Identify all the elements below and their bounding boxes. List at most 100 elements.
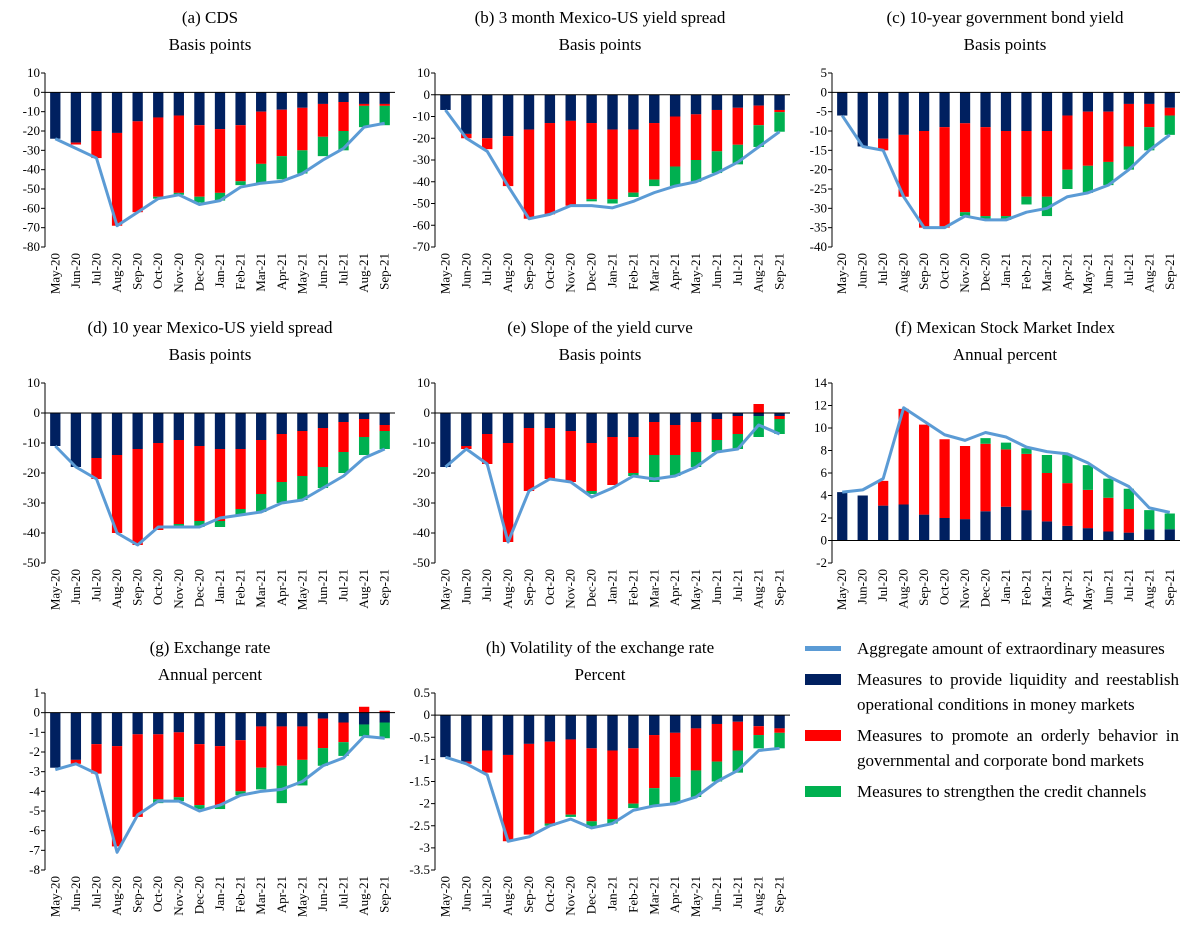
bar	[379, 722, 390, 739]
bar	[379, 431, 390, 449]
bar	[338, 131, 349, 151]
bar	[544, 413, 556, 428]
bar	[565, 94, 576, 121]
x-tick-label: Feb-21	[1018, 569, 1033, 606]
bar	[649, 455, 660, 482]
x-tick-label: Aug-21	[1141, 569, 1156, 609]
x-tick-label: Dec-20	[584, 253, 599, 291]
bar	[1164, 513, 1175, 530]
y-tick-label: 10	[417, 65, 430, 80]
bar	[256, 163, 267, 184]
x-tick-label: May-21	[294, 253, 309, 294]
bar	[358, 92, 370, 104]
x-tick-label: Jun-21	[1100, 569, 1115, 604]
y-tick-label: 1	[34, 685, 41, 700]
x-tick-label: Sep-20	[130, 253, 145, 290]
bar	[690, 422, 702, 452]
legend-label: Measures to strengthen the credit channe…	[857, 782, 1147, 801]
bar	[111, 92, 123, 133]
x-tick-label: May-21	[294, 876, 309, 917]
x-tick-label: Apr-21	[667, 253, 682, 290]
bar	[732, 434, 744, 449]
bar	[502, 136, 514, 187]
x-tick-label: Nov-20	[563, 253, 578, 293]
bar	[1000, 216, 1012, 220]
bar	[481, 138, 493, 150]
x-tick-label: Mar-21	[253, 253, 268, 292]
bar	[1123, 488, 1134, 509]
x-tick-label: Apr-21	[667, 876, 682, 913]
bar	[837, 492, 848, 541]
bar	[235, 181, 246, 186]
bar	[1082, 489, 1093, 529]
x-tick-label: Oct-20	[542, 876, 557, 912]
x-tick-label: May-20	[437, 876, 452, 917]
y-tick-label: -50	[413, 555, 430, 570]
bar	[173, 92, 184, 116]
x-tick-label: Aug-21	[356, 876, 371, 916]
bar	[256, 111, 267, 164]
bar	[628, 748, 639, 804]
chart-subtitle: Basis points	[559, 345, 642, 364]
x-tick-label: Oct-20	[937, 569, 952, 605]
bar	[980, 438, 991, 444]
chart-title: (g) Exchange rate	[150, 638, 271, 657]
panel: (e) Slope of the yield curve Basis points…	[413, 318, 790, 610]
bar	[1082, 465, 1093, 490]
x-tick-label: Sep-21	[772, 253, 787, 290]
bar	[1103, 497, 1114, 532]
x-tick-label: Aug-20	[109, 876, 124, 916]
bar	[732, 94, 744, 108]
bar	[214, 712, 226, 747]
bar	[878, 138, 889, 151]
bar	[1082, 165, 1093, 193]
line	[54, 734, 385, 854]
bar	[297, 150, 308, 174]
bar	[1021, 196, 1032, 205]
bar	[565, 120, 576, 206]
bar	[523, 129, 535, 219]
bar	[194, 125, 205, 197]
bar	[91, 744, 102, 774]
line	[54, 444, 386, 547]
bar	[565, 715, 576, 740]
x-tick-label: Jul-21	[1121, 569, 1136, 602]
y-tick-label: -10	[413, 435, 430, 450]
bar	[1000, 442, 1012, 450]
y-tick-label: -15	[810, 142, 827, 157]
bar	[711, 715, 723, 724]
bar	[959, 519, 971, 541]
bar	[628, 94, 639, 130]
bar	[959, 92, 971, 124]
x-tick-label: Sep-20	[916, 569, 931, 606]
x-tick-label: Jan-21	[998, 253, 1013, 288]
x-tick-label: Mar-21	[646, 876, 661, 915]
bar	[297, 712, 308, 727]
y-tick-label: -10	[810, 123, 827, 138]
bar	[276, 92, 287, 110]
bar	[607, 199, 618, 204]
x-tick-label: Jun-20	[68, 569, 83, 604]
x-tick-label: Dec-20	[191, 876, 206, 914]
bar	[132, 734, 143, 817]
bar	[607, 94, 618, 130]
bar	[565, 739, 576, 815]
x-tick-label: Jul-20	[88, 253, 103, 286]
x-tick-label: Aug-20	[109, 569, 124, 609]
y-tick-label: -1.5	[409, 774, 430, 789]
bar	[276, 726, 287, 766]
x-tick-label: Jul-20	[479, 253, 494, 286]
bar	[669, 166, 681, 187]
panel: (g) Exchange rate Annual percent 1 0 -1 -2 -3 -…	[29, 638, 395, 917]
bar	[91, 458, 102, 479]
y-tick-label: 10	[27, 65, 40, 80]
bar	[732, 750, 744, 773]
x-tick-label: Jun-21	[315, 253, 330, 288]
bar	[565, 814, 576, 817]
y-tick-label: -2	[419, 796, 430, 811]
bar	[523, 428, 535, 491]
bar	[711, 151, 723, 174]
x-tick-label: Dec-20	[191, 253, 206, 291]
bar	[194, 413, 205, 446]
x-tick-label: Nov-20	[957, 253, 972, 293]
